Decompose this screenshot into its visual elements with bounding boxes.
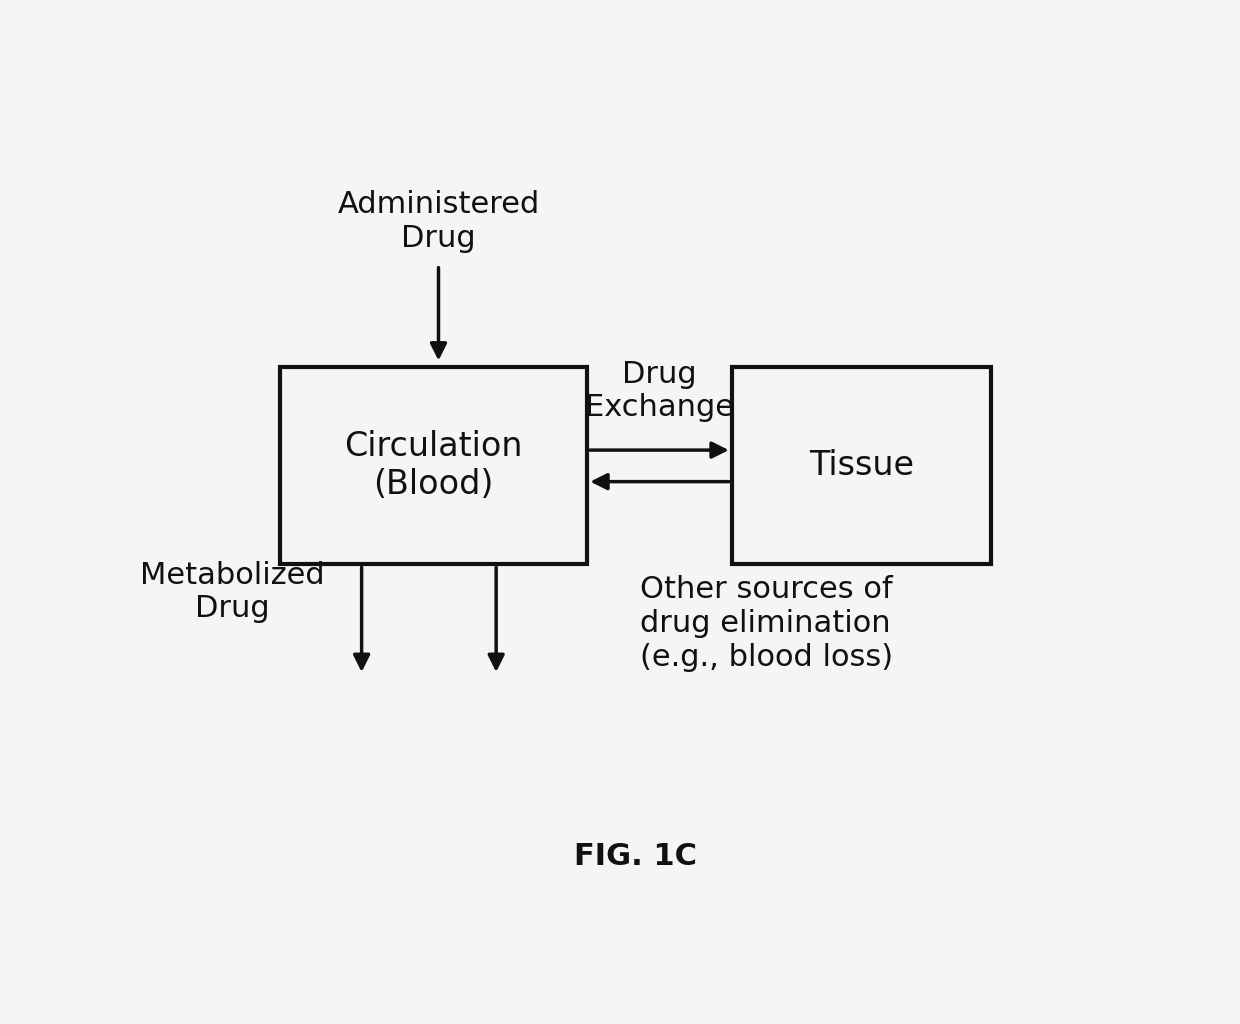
Text: Circulation
(Blood): Circulation (Blood) bbox=[345, 430, 523, 502]
Text: FIG. 1C: FIG. 1C bbox=[574, 842, 697, 870]
Text: Administered
Drug: Administered Drug bbox=[337, 190, 539, 253]
Text: Other sources of
drug elimination
(e.g., blood loss): Other sources of drug elimination (e.g.,… bbox=[640, 575, 894, 672]
Text: Metabolized
Drug: Metabolized Drug bbox=[140, 561, 324, 624]
Bar bbox=[732, 368, 991, 564]
Text: Tissue: Tissue bbox=[808, 450, 914, 482]
Bar bbox=[280, 368, 588, 564]
Text: Drug
Exchange: Drug Exchange bbox=[585, 359, 734, 422]
